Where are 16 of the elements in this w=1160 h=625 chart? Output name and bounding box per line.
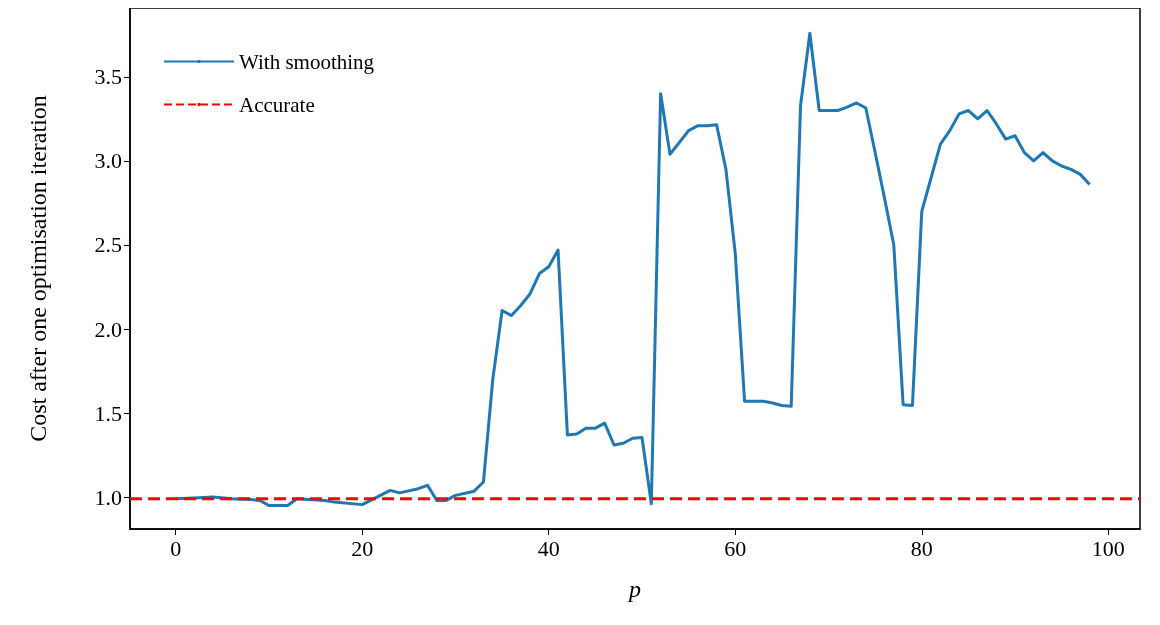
x-tick-label: 20: [351, 535, 374, 561]
y-tick-label: 3.5: [94, 64, 122, 90]
x-tick-label: 60: [724, 535, 747, 561]
y-tick-label: 1.5: [94, 400, 122, 426]
y-tick-label: 1.0: [94, 484, 122, 510]
x-tick-label: 80: [910, 535, 933, 561]
x-tick-label: 100: [1091, 535, 1125, 561]
y-axis-title: Cost after one optimisation iteration: [25, 95, 51, 442]
legend-label: With smoothing: [239, 49, 375, 74]
y-tick-label: 2.0: [94, 316, 122, 342]
y-tick-label: 2.5: [94, 232, 122, 258]
x-tick-label: 0: [170, 535, 182, 561]
x-axis-title: p: [627, 576, 641, 602]
legend-label: Accurate: [239, 92, 315, 117]
y-tick-label: 3.0: [94, 148, 122, 174]
x-tick-label: 40: [537, 535, 560, 561]
